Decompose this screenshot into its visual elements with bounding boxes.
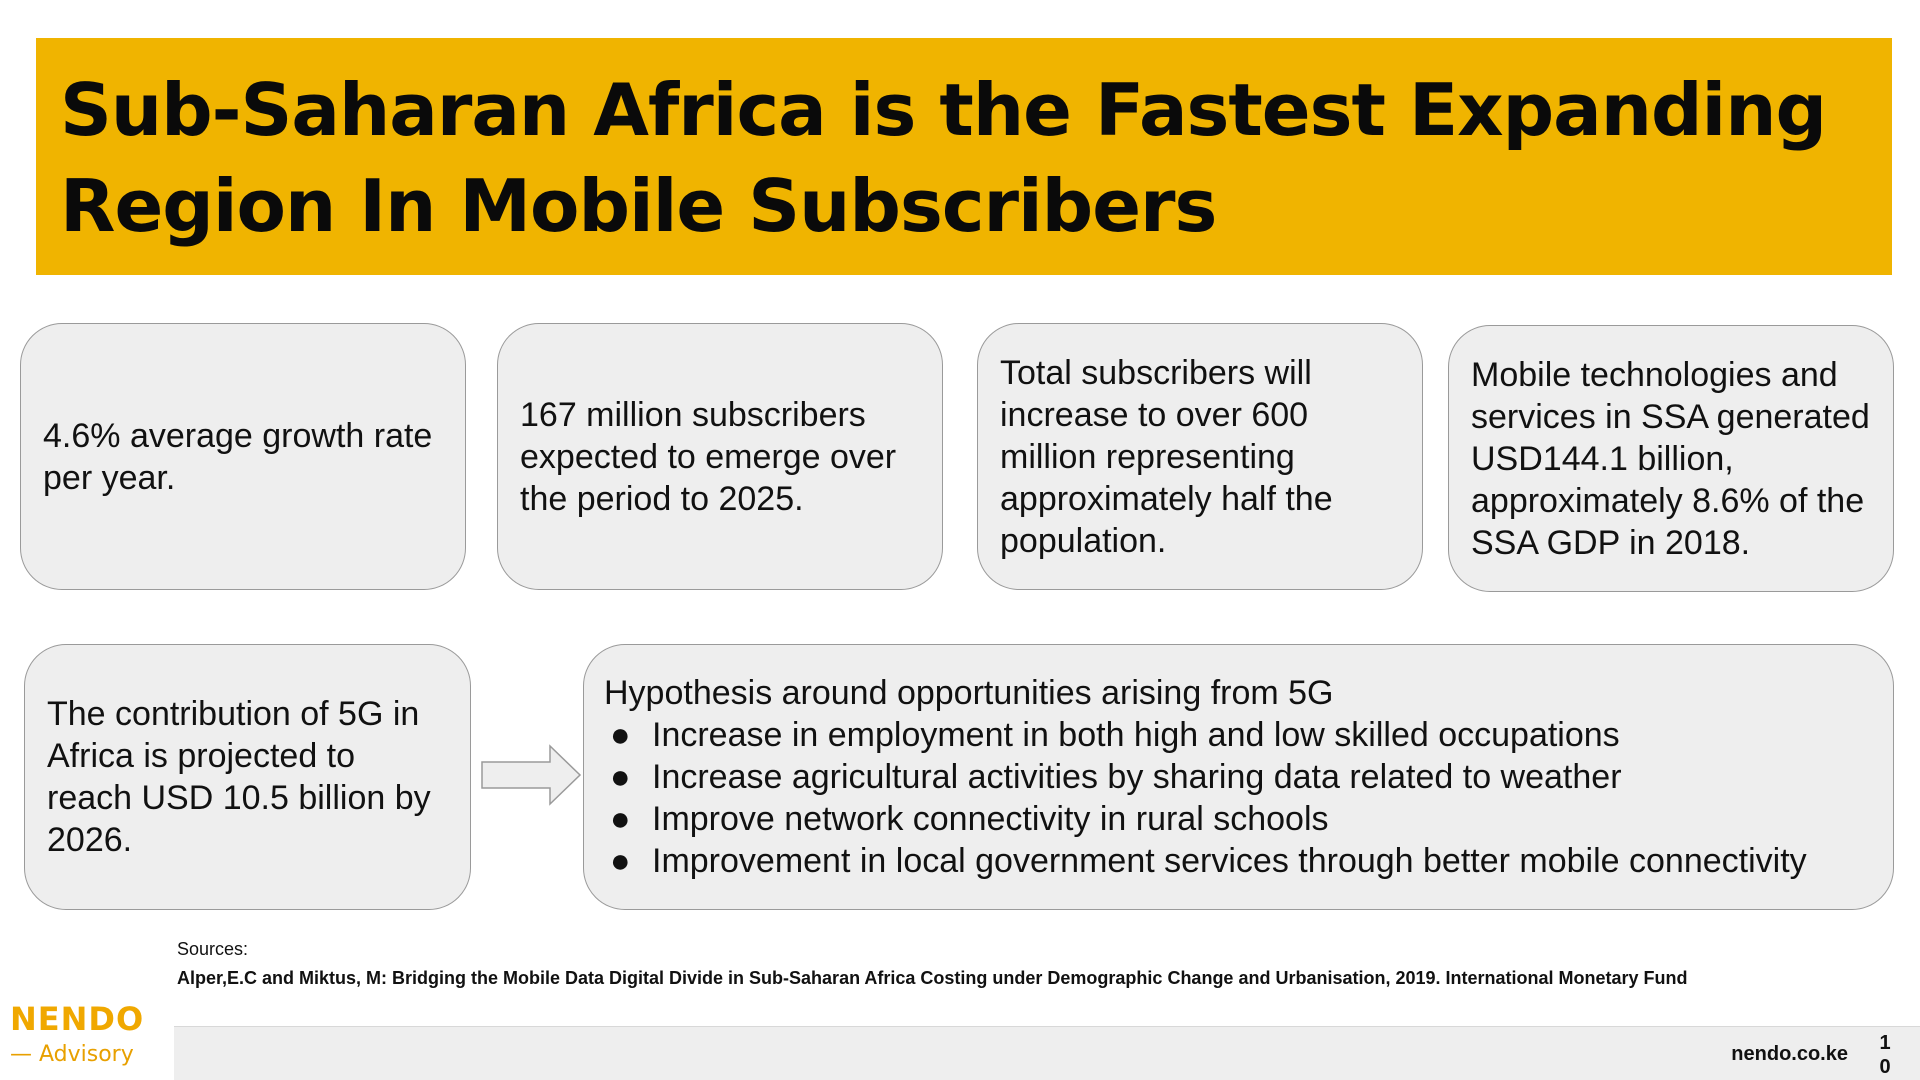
- stat-card-new-subscribers: 167 million subscribers expected to emer…: [497, 323, 943, 590]
- list-item-text: Improve network connectivity in rural sc…: [652, 800, 1329, 838]
- projection-text: The contribution of 5G in Africa is proj…: [47, 695, 431, 859]
- right-arrow-icon: [481, 744, 582, 806]
- list-item: ● Increase in employment in both high and…: [604, 714, 1873, 756]
- list-item: ● Increase agricultural activities by sha…: [604, 756, 1873, 798]
- hypothesis-list: ● Increase in employment in both high and…: [604, 714, 1873, 882]
- stat-card-text: Total subscribers will increase to over …: [1000, 353, 1333, 560]
- stat-card-growth-rate: 4.6% average growth rate per year.: [20, 323, 466, 590]
- stat-card-text: 167 million subscribers expected to emer…: [520, 395, 897, 518]
- sources-block: Sources: Alper,E.C and Miktus, M: Bridgi…: [177, 938, 1737, 996]
- list-item-text: Improvement in local government services…: [652, 842, 1807, 880]
- bullet-icon: ●: [610, 758, 631, 796]
- sources-reference: Alper,E.C and Miktus, M: Bridging the Mo…: [177, 968, 1688, 988]
- footer-url[interactable]: nendo.co.ke: [1731, 1043, 1848, 1065]
- list-item-text: Increase agricultural activities by shar…: [652, 758, 1622, 796]
- bullet-icon: ●: [610, 716, 631, 754]
- slide-title: Sub-Saharan Africa is the Fastest Expand…: [60, 68, 1827, 248]
- title-banner: Sub-Saharan Africa is the Fastest Expand…: [36, 38, 1892, 275]
- logo: NENDO — Advisory: [0, 994, 160, 1080]
- bullet-icon: ●: [610, 842, 631, 880]
- hypothesis-card: Hypothesis around opportunities arising …: [583, 644, 1894, 910]
- projection-card-5g: The contribution of 5G in Africa is proj…: [24, 644, 471, 910]
- logo-wordmark: NENDO: [10, 1000, 145, 1038]
- footer-bar: nendo.co.ke 10: [174, 1026, 1920, 1080]
- stat-card-economic-value: Mobile technologies and services in SSA …: [1448, 325, 1894, 592]
- sources-label: Sources:: [177, 939, 249, 959]
- list-item: ● Improve network connectivity in rural s…: [604, 798, 1873, 840]
- page-number: 10: [1879, 1032, 1891, 1078]
- bullet-icon: ●: [610, 800, 631, 838]
- stat-card-text: Mobile technologies and services in SSA …: [1471, 355, 1870, 562]
- stat-card-total-subscribers: Total subscribers will increase to over …: [977, 323, 1423, 590]
- list-item: ● Improvement in local government service…: [604, 840, 1873, 882]
- stat-card-text: 4.6% average growth rate per year.: [43, 416, 433, 497]
- list-item-text: Increase in employment in both high and …: [652, 716, 1620, 754]
- logo-subtitle: — Advisory: [10, 1042, 134, 1067]
- hypothesis-heading: Hypothesis around opportunities arising …: [604, 674, 1334, 712]
